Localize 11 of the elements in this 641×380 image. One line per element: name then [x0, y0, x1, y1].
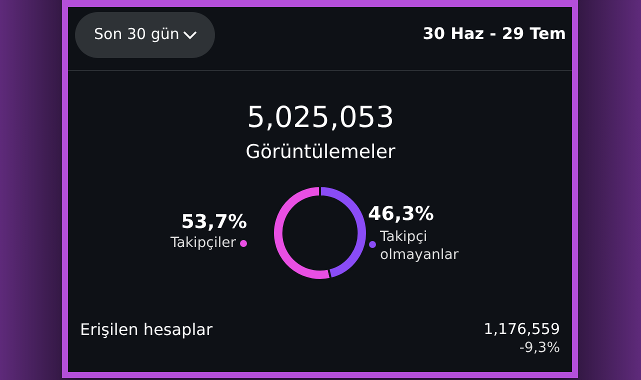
text: -9,3%: [519, 340, 560, 356]
data-label: 46,3%: [368, 203, 434, 225]
text: Son 30 gün: [94, 25, 180, 43]
data-label: 53,7%: [181, 211, 247, 233]
text: 1,176,559: [484, 320, 560, 338]
legend-label: Takipçi olmayanlar: [380, 228, 460, 264]
text: Erişilen hesaplar: [80, 320, 213, 339]
chart-subtitle: Görüntülemeler: [244, 141, 396, 163]
slice-label: Takipçiler: [170, 235, 236, 251]
chart-title: 5,025,053: [246, 100, 396, 134]
text: 30 Haz - 29 Tem: [422, 24, 566, 43]
